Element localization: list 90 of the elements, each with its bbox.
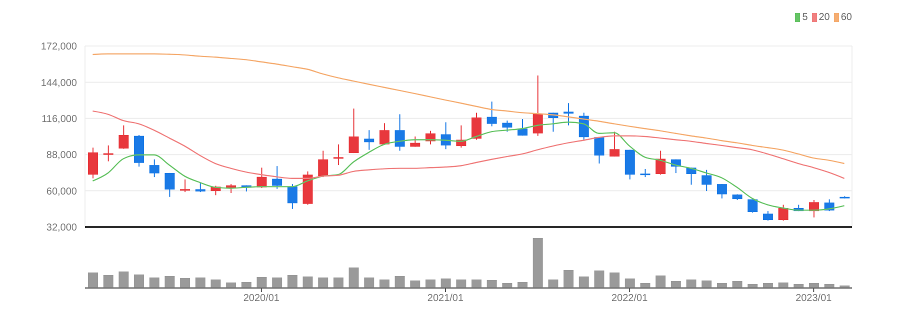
candlestick	[180, 178, 190, 193]
bar	[518, 282, 528, 288]
bar	[502, 283, 512, 288]
candlestick	[610, 131, 620, 158]
bar	[702, 280, 712, 288]
candlestick	[778, 204, 788, 222]
bar	[226, 282, 236, 288]
legend-label: 5	[802, 12, 808, 23]
candlestick	[88, 147, 98, 179]
bar	[118, 272, 129, 288]
candlestick	[103, 144, 114, 162]
bar	[624, 278, 635, 288]
bar	[88, 272, 98, 288]
bar	[548, 280, 558, 288]
bar	[210, 280, 221, 288]
candlestick	[379, 122, 390, 145]
bar	[164, 276, 175, 288]
candlestick	[195, 182, 206, 193]
candlestick	[702, 169, 712, 192]
candlestick	[532, 74, 543, 136]
candlestick	[518, 118, 528, 136]
bar	[410, 280, 420, 288]
candlestick	[486, 101, 497, 127]
candlestick	[472, 112, 482, 140]
line-series	[92, 53, 845, 164]
candlestick	[762, 210, 773, 222]
bar	[640, 283, 650, 288]
x-tick-label: 2020/01	[243, 293, 280, 304]
bar	[762, 283, 773, 288]
bar	[195, 278, 206, 288]
bar	[716, 283, 727, 288]
bar	[656, 276, 666, 288]
bar	[440, 278, 451, 288]
candlestick	[748, 198, 758, 214]
candlestick	[348, 108, 359, 154]
bar	[318, 278, 328, 288]
candlestick	[716, 184, 727, 199]
bar	[564, 270, 574, 288]
candlestick	[164, 172, 175, 198]
bar	[103, 275, 114, 288]
bar	[256, 277, 267, 288]
y-tick-label: 116,000	[42, 114, 78, 125]
bar	[302, 276, 313, 288]
line-series	[92, 110, 845, 179]
bar	[348, 268, 359, 288]
bar	[333, 278, 344, 288]
bar	[134, 274, 144, 288]
legend-label: 60	[840, 12, 852, 23]
bar	[732, 281, 742, 288]
bar	[486, 280, 497, 288]
candlestick	[118, 124, 129, 150]
bar	[241, 282, 252, 288]
candlestick	[149, 158, 160, 178]
bar	[594, 270, 604, 288]
bar	[610, 272, 620, 288]
bar	[778, 282, 788, 288]
bar	[578, 276, 589, 288]
candlestick	[502, 120, 512, 132]
candlestick	[333, 144, 344, 166]
bar	[686, 280, 696, 288]
candlestick	[394, 114, 405, 152]
x-tick-label: 2023/01	[796, 293, 832, 304]
bar	[456, 280, 466, 288]
bar	[180, 278, 190, 288]
candlestick	[287, 184, 298, 210]
x-tick-label: 2022/01	[611, 293, 648, 304]
legend-label: 20	[818, 12, 830, 23]
bar	[394, 276, 405, 288]
candlestick	[594, 136, 604, 164]
bar	[364, 278, 374, 288]
y-tick-label: 88,000	[46, 150, 78, 162]
bar	[287, 275, 298, 288]
bar	[149, 278, 160, 288]
bar	[808, 283, 819, 288]
y-tick-label: 32,000	[46, 222, 78, 234]
bar	[272, 278, 282, 288]
candlestick	[364, 130, 374, 150]
candlestick	[564, 102, 574, 126]
candlestick	[656, 150, 666, 176]
candlestick	[272, 166, 282, 190]
y-tick-label: 60,000	[46, 186, 78, 198]
bar	[532, 238, 543, 288]
y-tick-label: 172,000	[40, 42, 78, 53]
bar	[670, 281, 681, 288]
bar	[379, 280, 390, 288]
bar	[425, 280, 436, 288]
bar	[472, 280, 482, 288]
y-tick-label: 144,000	[40, 78, 78, 89]
x-tick-label: 2021/01	[427, 293, 464, 304]
candlestick	[318, 150, 328, 178]
